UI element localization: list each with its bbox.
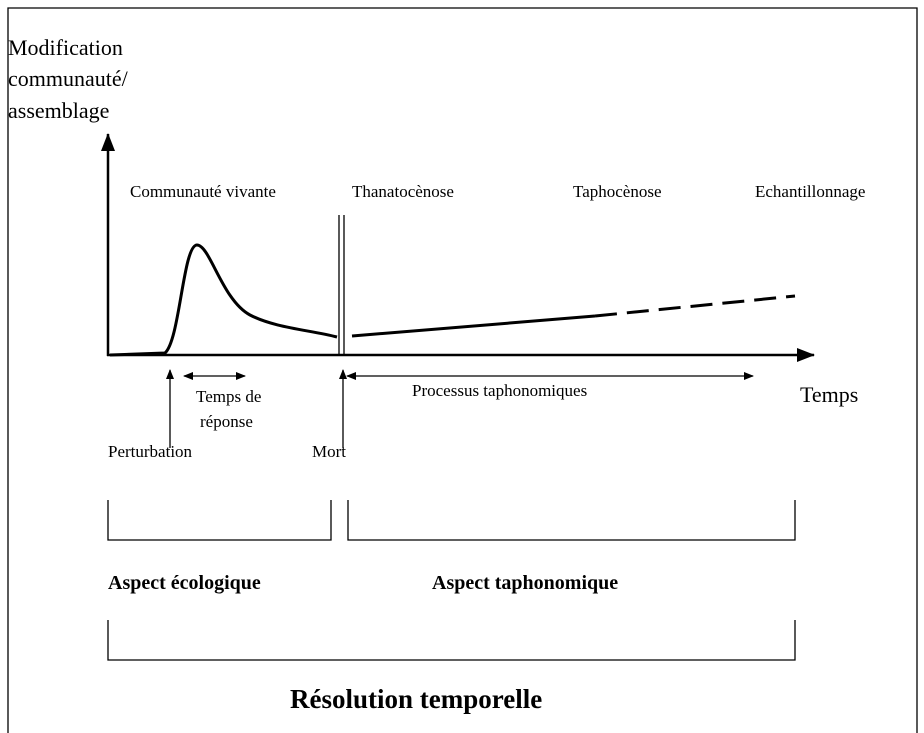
event-label: Mort: [312, 442, 346, 461]
community-curve: [109, 243, 338, 357]
bracket: [347, 500, 796, 541]
response-label: Temps de: [196, 387, 261, 406]
phase-label: Thanatocènose: [352, 182, 454, 201]
phase-label: Taphocènose: [573, 182, 662, 201]
bracket: [107, 620, 796, 661]
phase-label: Echantillonnage: [755, 182, 865, 201]
aspect-label: Aspect taphonomique: [432, 572, 618, 594]
axis-label: Modification: [8, 35, 123, 60]
x-axis-label: Temps: [800, 382, 858, 407]
event-label: Perturbation: [108, 442, 193, 461]
response-label: réponse: [200, 412, 253, 431]
process-label: Processus taphonomiques: [412, 381, 587, 400]
taphonomic-curve-dashed: [594, 294, 796, 318]
phase-label: Communauté vivante: [130, 182, 276, 201]
axis-label: communauté/: [8, 66, 129, 91]
aspect-label: Aspect écologique: [108, 572, 261, 594]
resolution-label: Résolution temporelle: [290, 684, 542, 714]
frame: [7, 7, 918, 733]
taphonomic-curve: [351, 314, 596, 338]
bracket: [107, 500, 332, 541]
axis-label: assemblage: [8, 98, 109, 123]
